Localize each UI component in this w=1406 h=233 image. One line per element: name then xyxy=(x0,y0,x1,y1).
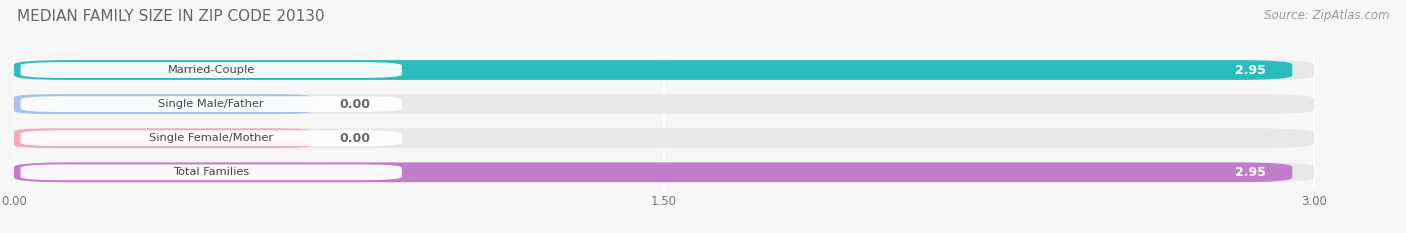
FancyBboxPatch shape xyxy=(14,60,1315,80)
Text: Total Families: Total Families xyxy=(173,167,249,177)
FancyBboxPatch shape xyxy=(21,130,402,146)
FancyBboxPatch shape xyxy=(14,128,1315,148)
Text: Single Female/Mother: Single Female/Mother xyxy=(149,133,273,143)
FancyBboxPatch shape xyxy=(21,96,402,112)
Text: Source: ZipAtlas.com: Source: ZipAtlas.com xyxy=(1264,9,1389,22)
FancyBboxPatch shape xyxy=(14,128,314,148)
FancyBboxPatch shape xyxy=(14,162,1315,182)
Text: Married-Couple: Married-Couple xyxy=(167,65,254,75)
Text: MEDIAN FAMILY SIZE IN ZIP CODE 20130: MEDIAN FAMILY SIZE IN ZIP CODE 20130 xyxy=(17,9,325,24)
FancyBboxPatch shape xyxy=(14,162,1292,182)
FancyBboxPatch shape xyxy=(14,60,1292,80)
Text: 2.95: 2.95 xyxy=(1236,64,1267,76)
Text: 0.00: 0.00 xyxy=(339,98,370,111)
Text: Single Male/Father: Single Male/Father xyxy=(159,99,264,109)
Text: 2.95: 2.95 xyxy=(1236,166,1267,179)
FancyBboxPatch shape xyxy=(14,94,1315,114)
FancyBboxPatch shape xyxy=(14,94,314,114)
FancyBboxPatch shape xyxy=(21,164,402,180)
Text: 0.00: 0.00 xyxy=(339,132,370,145)
FancyBboxPatch shape xyxy=(21,62,402,78)
